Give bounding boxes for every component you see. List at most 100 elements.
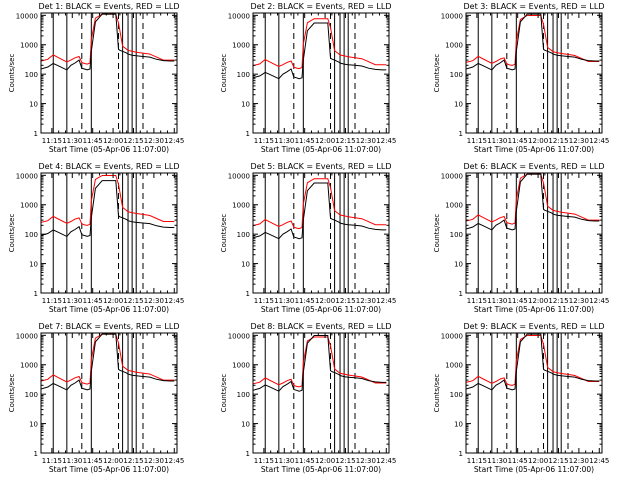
x-tick-label: 12:15 bbox=[548, 137, 568, 145]
x-tick-label: 12:45 bbox=[376, 137, 396, 145]
plot-area bbox=[41, 173, 175, 293]
x-axis-label: Start Time (05-Apr-06 11:07:00) bbox=[49, 465, 169, 474]
x-axis-label: Start Time (05-Apr-06 11:07:00) bbox=[261, 465, 381, 474]
y-axis-label: Counts/sec bbox=[433, 374, 441, 413]
y-tick-label: 1000 bbox=[232, 42, 250, 50]
chart-panel-1: Det 1: BLACK = Events, RED = LLD 1 10 100 10… bbox=[8, 2, 184, 154]
x-tick-label: 12:00 bbox=[528, 297, 548, 305]
events-series-line bbox=[253, 335, 387, 392]
x-tick-label: 11:30 bbox=[62, 457, 82, 465]
x-tick-label: 12:00 bbox=[528, 457, 548, 465]
y-tick-label: 10 bbox=[29, 261, 38, 269]
lld-series-line bbox=[466, 15, 600, 66]
lld-series-line bbox=[41, 333, 175, 385]
panel-title: Det 9: BLACK = Events, RED = LLD bbox=[464, 322, 605, 331]
x-tick-label: 12:30 bbox=[144, 457, 164, 465]
y-tick-label: 10 bbox=[241, 261, 250, 269]
y-tick-label: 1 bbox=[459, 130, 463, 138]
x-tick-label: 12:30 bbox=[569, 457, 589, 465]
x-tick-label: 12:00 bbox=[315, 457, 335, 465]
y-tick-label: 10000 bbox=[16, 172, 38, 180]
chart-panel-7: Det 7: BLACK = Events, RED = LLD 1 10 100 10… bbox=[8, 322, 184, 474]
x-tick-label: 12:30 bbox=[356, 457, 376, 465]
x-tick-label: 11:15 bbox=[467, 457, 487, 465]
events-series-line bbox=[466, 333, 600, 391]
plot-area bbox=[466, 173, 600, 293]
x-tick-label: 12:00 bbox=[103, 137, 123, 145]
y-tick-label: 1000 bbox=[232, 202, 250, 210]
x-axis-label: Start Time (05-Apr-06 11:07:00) bbox=[261, 145, 381, 154]
y-tick-label: 10 bbox=[241, 101, 250, 109]
y-axis-label: Counts/sec bbox=[8, 54, 16, 93]
events-series-line bbox=[253, 22, 387, 80]
y-tick-label: 10 bbox=[29, 101, 38, 109]
x-tick-label: 11:15 bbox=[467, 297, 487, 305]
y-tick-label: 10000 bbox=[228, 332, 250, 340]
x-axis-label: Start Time (05-Apr-06 11:07:00) bbox=[261, 305, 381, 314]
lld-series-line bbox=[41, 13, 175, 65]
y-tick-label: 1000 bbox=[232, 362, 250, 370]
panel-title: Det 4: BLACK = Events, RED = LLD bbox=[39, 162, 180, 171]
plot-frame bbox=[40, 172, 178, 294]
y-tick-label: 1000 bbox=[20, 362, 38, 370]
chart-panel-2: Det 2: BLACK = Events, RED = LLD 1 10 100 10… bbox=[220, 2, 396, 154]
plot-frame bbox=[252, 332, 390, 454]
panel-title: Det 8: BLACK = Events, RED = LLD bbox=[251, 322, 392, 331]
plot-area bbox=[253, 173, 387, 293]
plot-frame bbox=[252, 12, 390, 134]
events-series-line bbox=[253, 182, 387, 240]
plot-frame bbox=[40, 12, 178, 134]
x-tick-label: 12:00 bbox=[315, 137, 335, 145]
x-tick-label: 12:30 bbox=[144, 137, 164, 145]
events-series-line bbox=[466, 173, 600, 231]
y-tick-label: 10 bbox=[454, 101, 463, 109]
x-axis-label: Start Time (05-Apr-06 11:07:00) bbox=[49, 145, 169, 154]
x-tick-label: 12:30 bbox=[356, 297, 376, 305]
x-tick-label: 12:30 bbox=[144, 297, 164, 305]
x-tick-label: 12:30 bbox=[569, 137, 589, 145]
x-tick-label: 12:15 bbox=[335, 457, 355, 465]
x-tick-label: 12:15 bbox=[548, 457, 568, 465]
x-tick-label: 11:30 bbox=[62, 297, 82, 305]
x-tick-label: 12:00 bbox=[528, 137, 548, 145]
x-tick-label: 12:00 bbox=[315, 297, 335, 305]
y-tick-label: 10000 bbox=[441, 172, 463, 180]
x-tick-label: 12:45 bbox=[589, 297, 609, 305]
lld-series-line bbox=[253, 178, 387, 230]
y-tick-label: 10000 bbox=[16, 332, 38, 340]
x-tick-label: 12:30 bbox=[356, 137, 376, 145]
lld-series-line bbox=[253, 18, 387, 70]
panel-title: Det 2: BLACK = Events, RED = LLD bbox=[251, 2, 392, 11]
x-tick-label: 11:45 bbox=[508, 457, 528, 465]
y-tick-label: 1000 bbox=[445, 42, 463, 50]
x-axis-label: Start Time (05-Apr-06 11:07:00) bbox=[474, 145, 594, 154]
x-axis-label: Start Time (05-Apr-06 11:07:00) bbox=[474, 465, 594, 474]
x-tick-label: 11:15 bbox=[254, 457, 274, 465]
x-tick-label: 11:30 bbox=[487, 137, 507, 145]
x-tick-label: 12:45 bbox=[589, 457, 609, 465]
x-tick-label: 11:45 bbox=[295, 137, 315, 145]
y-axis-label: Counts/sec bbox=[220, 54, 228, 93]
x-tick-label: 11:30 bbox=[274, 137, 294, 145]
x-tick-label: 12:15 bbox=[335, 297, 355, 305]
chart-panel-9: Det 9: BLACK = Events, RED = LLD 1 10 100 10… bbox=[433, 322, 609, 474]
y-axis-label: Counts/sec bbox=[433, 214, 441, 253]
chart-panel-4: Det 4: BLACK = Events, RED = LLD 1 10 100 10… bbox=[8, 162, 184, 314]
y-tick-label: 10000 bbox=[16, 12, 38, 20]
x-tick-label: 11:30 bbox=[274, 457, 294, 465]
y-tick-label: 100 bbox=[25, 391, 38, 399]
y-tick-label: 1 bbox=[34, 290, 38, 298]
x-tick-label: 11:30 bbox=[62, 137, 82, 145]
y-tick-label: 100 bbox=[25, 231, 38, 239]
plot-area bbox=[253, 13, 387, 133]
x-tick-label: 11:45 bbox=[508, 297, 528, 305]
chart-panel-5: Det 5: BLACK = Events, RED = LLD 1 10 100 10… bbox=[220, 162, 396, 314]
x-tick-label: 11:45 bbox=[83, 297, 103, 305]
y-tick-label: 10 bbox=[454, 261, 463, 269]
x-tick-label: 11:45 bbox=[83, 137, 103, 145]
x-tick-label: 11:45 bbox=[83, 457, 103, 465]
plot-frame bbox=[465, 12, 603, 134]
y-tick-label: 1 bbox=[34, 130, 38, 138]
x-axis-label: Start Time (05-Apr-06 11:07:00) bbox=[49, 305, 169, 314]
